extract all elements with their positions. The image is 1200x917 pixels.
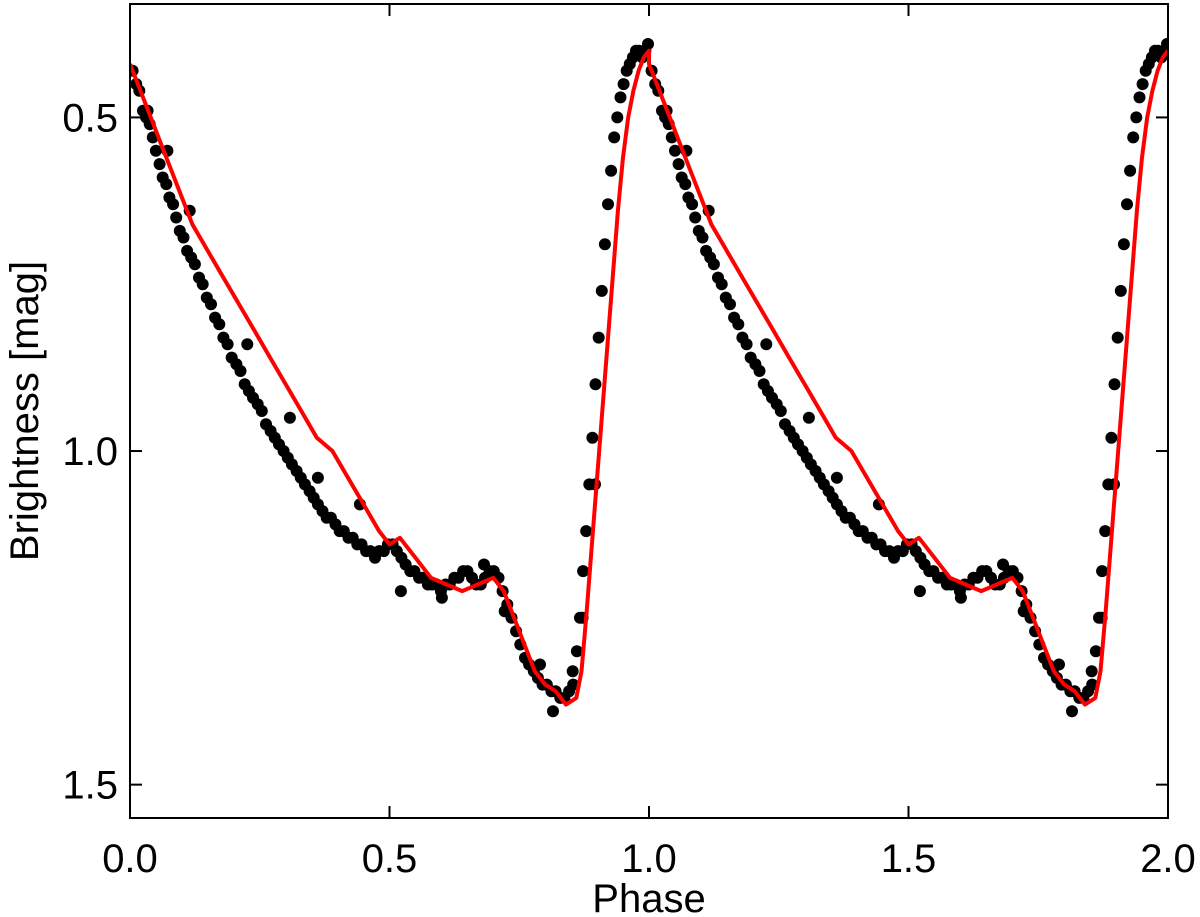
observation-point: [997, 558, 1009, 571]
observation-point: [566, 665, 579, 678]
observation-point: [170, 211, 183, 224]
observation-point: [160, 178, 173, 191]
x-axis: 0.0 0.5 1.0 1.5 2.0: [102, 4, 1196, 881]
observation-point: [598, 238, 611, 251]
observation-point: [567, 678, 580, 691]
observation-point: [689, 211, 702, 224]
observation-point: [1089, 645, 1102, 658]
observation-point: [1053, 658, 1065, 671]
observation-point: [679, 178, 692, 191]
x-tick-label: 0.0: [102, 837, 158, 881]
observation-point: [686, 198, 699, 211]
plot-frame: [129, 3, 1169, 819]
observation-point: [498, 605, 511, 618]
observation-point: [149, 144, 162, 157]
observation-point: [1017, 605, 1030, 618]
observation-point: [614, 91, 627, 104]
observation-point: [188, 258, 201, 271]
observation-point: [478, 558, 490, 571]
observation-point: [1127, 131, 1140, 144]
observation-point: [1096, 565, 1109, 578]
y-axis-label: Brightness [mag]: [3, 261, 47, 561]
observation-point: [1121, 198, 1133, 211]
observation-point: [740, 338, 753, 351]
observation-point: [595, 284, 608, 297]
observation-point: [611, 111, 624, 124]
observation-point: [1099, 525, 1112, 538]
observation-point: [1133, 91, 1146, 104]
observation-point: [602, 198, 614, 211]
observation-point: [1124, 164, 1137, 177]
x-tick-label: 1.5: [881, 837, 937, 881]
observation-point: [1136, 78, 1149, 91]
observation-point: [255, 405, 268, 417]
observation-point: [669, 144, 681, 157]
observation-point: [1130, 111, 1143, 124]
fit-curve: [130, 48, 1168, 707]
x-axis-label: Phase: [592, 877, 705, 917]
observation-point: [732, 318, 745, 331]
y-axis: 0.5 1.0 1.5: [62, 96, 1168, 808]
observation-point: [167, 198, 180, 211]
observation-point: [547, 705, 559, 718]
observation-point: [830, 471, 843, 484]
y-tick-label: 1.0: [62, 430, 118, 474]
observation-point: [311, 471, 324, 484]
observation-point: [696, 231, 709, 244]
y-tick-label: 1.5: [62, 764, 118, 808]
observation-point: [672, 158, 685, 171]
observation-point: [241, 338, 254, 351]
observation-point: [221, 338, 234, 351]
observation-point: [534, 658, 546, 671]
observation-point: [954, 591, 967, 604]
observation-point: [1161, 38, 1168, 50]
observation-point: [580, 525, 593, 538]
observation-point: [707, 258, 720, 271]
observation-point: [435, 591, 448, 604]
observation-point: [1066, 705, 1078, 718]
observation-point: [753, 365, 766, 377]
observation-point: [394, 585, 407, 598]
observation-point: [608, 131, 621, 144]
y-tick-label: 0.5: [62, 96, 118, 140]
observation-point: [760, 338, 773, 351]
observation-point: [642, 38, 654, 50]
observation-point: [213, 318, 226, 331]
observation-point: [802, 411, 815, 424]
observation-point: [1105, 431, 1118, 444]
observation-point: [1108, 378, 1121, 391]
observation-point: [1114, 284, 1127, 297]
observation-point: [715, 278, 728, 291]
observation-point: [234, 365, 247, 377]
observation-point: [913, 585, 926, 598]
observation-point: [586, 431, 599, 444]
observation-point: [592, 331, 605, 344]
observation-point: [177, 231, 190, 244]
fit-curve-layer: [130, 48, 1168, 707]
observation-point: [724, 298, 736, 311]
observation-point: [205, 298, 217, 311]
observation-point: [617, 78, 630, 91]
observation-point: [1085, 665, 1098, 678]
observation-point: [774, 405, 787, 417]
observation-point: [1086, 678, 1099, 691]
observation-point: [153, 158, 166, 171]
observation-point: [570, 645, 583, 658]
observation-point: [283, 411, 296, 424]
observation-point: [1111, 331, 1124, 344]
observation-point: [196, 278, 209, 291]
observation-point: [1117, 238, 1130, 251]
x-tick-label: 0.5: [362, 837, 418, 881]
x-tick-label: 2.0: [1140, 837, 1196, 881]
observation-point: [605, 164, 618, 177]
observation-point: [589, 378, 602, 391]
x-tick-label: 1.0: [621, 837, 677, 881]
observation-point: [577, 565, 590, 578]
